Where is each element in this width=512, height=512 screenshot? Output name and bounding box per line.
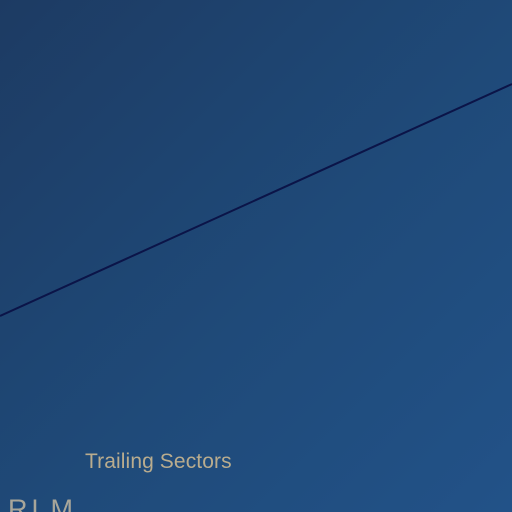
brand-mark-text: RLM (8, 494, 78, 512)
diagonal-line-stroke (0, 83, 512, 317)
section-caption: Trailing Sectors (85, 450, 232, 473)
